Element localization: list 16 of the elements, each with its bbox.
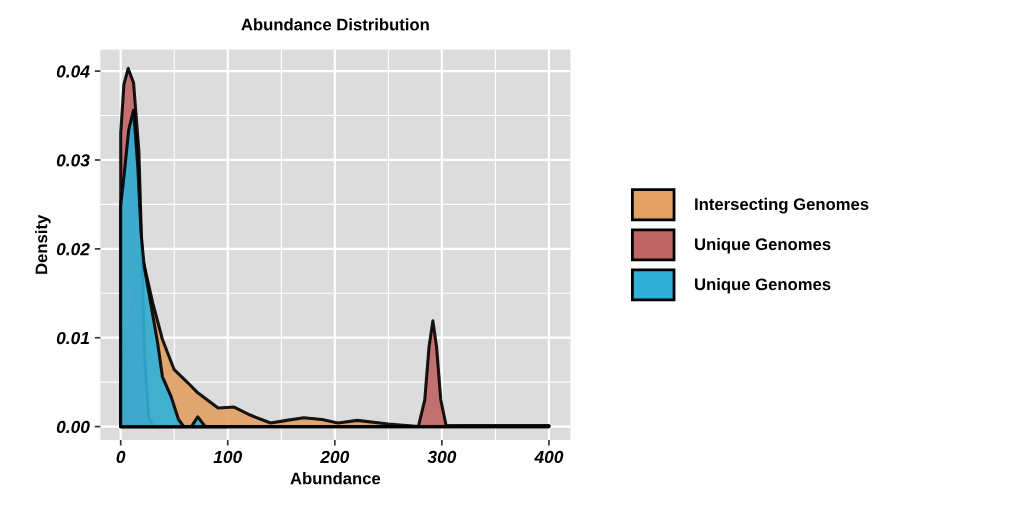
legend-label: Intersecting Genomes <box>695 197 869 214</box>
y-tick-label: 0.03 <box>56 154 90 167</box>
y-tick-label: 0.04 <box>56 65 90 78</box>
y-tick-label: 0.00 <box>56 420 90 434</box>
x-tick-label: 400 <box>534 450 564 464</box>
y-axis-title: Density <box>35 214 51 274</box>
x-tick-label: 200 <box>320 450 350 464</box>
x-tick-label: 100 <box>213 450 243 464</box>
x-tick-label: 300 <box>427 450 457 464</box>
legend-label: Unique Genomes <box>695 277 831 294</box>
chart-title: Abundance Distribution <box>241 18 429 31</box>
x-tick-label: 0 <box>116 450 126 464</box>
y-tick-label: 0.02 <box>56 243 90 256</box>
legend-label: Unique Genomes <box>695 237 831 254</box>
x-axis-title: Abundance <box>290 472 381 485</box>
y-tick-label: 0.01 <box>56 331 90 345</box>
